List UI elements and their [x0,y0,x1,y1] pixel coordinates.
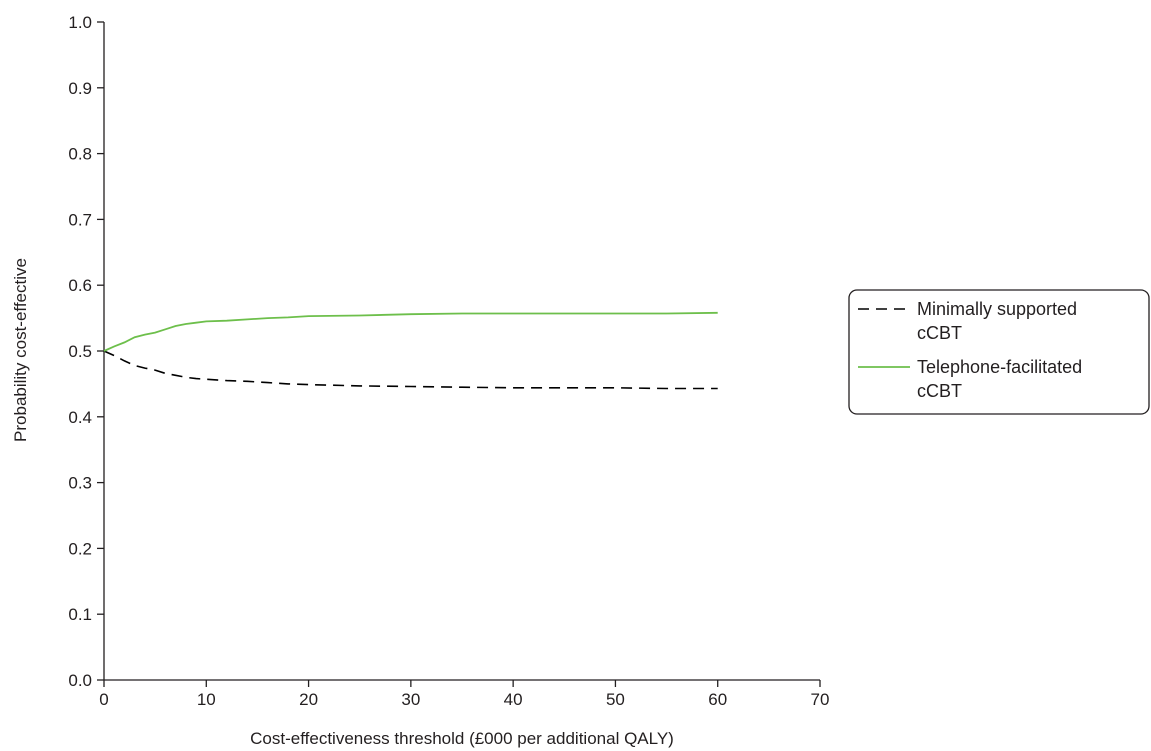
x-tick-label: 20 [299,690,318,709]
axes: 0 10 20 30 40 50 60 70 0.0 0.1 0.2 0.3 0.4 0.5 0.6 0.7 0… [68,13,829,709]
x-tick-label: 10 [197,690,216,709]
x-tick-label: 40 [504,690,523,709]
series-line-1 [103,311,718,352]
x-tick-label: 70 [811,690,830,709]
legend-label-1: cCBT [917,381,962,401]
x-tick-label: 30 [401,690,420,709]
y-axis-title: Probability cost-effective [11,258,30,442]
y-tick-label: 0.8 [68,145,92,164]
y-tick-label: 0.6 [68,276,92,295]
y-tick-label: 0.1 [68,605,92,624]
y-tick-label: 0.9 [68,79,92,98]
y-tick-label: 0.5 [68,342,92,361]
legend-label-0: cCBT [917,323,962,343]
y-tick-label: 0.3 [68,474,92,493]
x-tick-label: 50 [606,690,625,709]
x-axis-title: Cost-effectiveness threshold (£000 per a… [250,729,674,748]
x-tick-label: 0 [99,690,108,709]
legend-label-0: Minimally supported [917,299,1077,319]
y-tick-label: 0.2 [68,539,92,558]
y-tick-label: 0.0 [68,671,92,690]
y-tick-label: 0.7 [68,210,92,229]
legend-label-1: Telephone-facilitated [917,357,1082,377]
y-tick-label: 0.4 [68,408,92,427]
plot-area [103,311,718,390]
series-line-0 [103,350,718,390]
y-tick-label: 1.0 [68,13,92,32]
legend: Minimally supported cCBT Telephone-facilit… [848,289,1150,415]
legend-box [848,289,1150,415]
x-tick-label: 60 [708,690,727,709]
